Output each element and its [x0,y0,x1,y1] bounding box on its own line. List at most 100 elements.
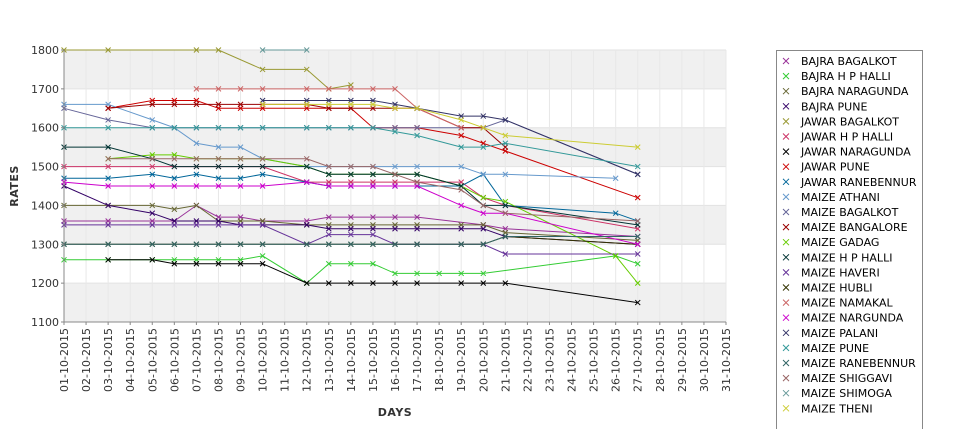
data-point [325,183,332,189]
y-axis-label: RATES [8,165,21,207]
data-point [171,183,178,189]
data-point [458,202,465,209]
data-point [193,140,200,147]
data-point [325,231,332,238]
x-tick-label: 09-10-2015 [235,328,248,392]
data-point [105,183,111,189]
data-point [634,218,641,224]
x-tick-label: 02-10-2015 [80,328,93,392]
data-point [149,202,156,209]
data-point [348,260,354,267]
x-tick-label: 01-10-2015 [58,328,71,392]
x-tick-label: 24-10-2015 [566,328,579,392]
legend-item: MAIZE RANEBENNUR [782,357,916,370]
data-point [348,241,354,248]
data-point [634,194,641,201]
data-point [193,183,200,189]
legend-marker [782,178,790,186]
data-point [348,280,354,286]
legend-marker [782,329,790,337]
data-point [392,183,398,189]
data-point [370,86,376,92]
data-point [171,260,178,267]
x-axis-ticks: 01-10-2015 02-10-2015 03-10-2015 04-10-2015… [58,322,733,392]
legend-marker [782,253,790,261]
data-point [502,171,509,178]
data-point [237,144,244,150]
y-tick-label: 1800 [31,44,59,57]
data-point [259,86,266,92]
data-point [502,233,509,240]
data-point [215,47,222,53]
data-point [215,124,222,131]
data-point [193,47,200,53]
x-tick-label: 19-10-2015 [455,328,468,392]
data-point [237,175,244,182]
data-point [303,66,310,73]
data-point [348,101,354,108]
data-point [237,163,244,170]
x-tick-label: 25-10-2015 [588,328,601,392]
data-point [105,202,111,209]
data-point [259,260,266,267]
legend-item: MAIZE PUNE [782,342,869,355]
legend-label: BAJRA PUNE [801,100,867,113]
data-point [325,124,332,131]
data-point [414,270,420,277]
data-point [105,222,111,228]
data-point [414,241,420,248]
x-tick-label: 15-10-2015 [367,328,380,392]
data-point [215,241,222,248]
data-point [414,179,420,185]
legend-label: JAWAR H P HALLI [800,131,893,144]
data-point [171,206,178,213]
data-point [193,101,200,108]
data-point [171,124,178,131]
data-point [303,47,310,53]
data-point [149,183,156,189]
legend-label: MAIZE H P HALLI [801,251,892,264]
legend-marker [782,87,790,95]
y-tick-label: 1200 [31,277,59,290]
data-point [370,225,376,232]
legend-marker [782,344,790,352]
legend-marker [782,57,790,65]
x-tick-label: 21-10-2015 [499,328,512,392]
data-point [215,175,222,182]
data-point [105,155,111,162]
legend-item: JAWAR PUNE [782,161,870,174]
data-point [259,101,266,108]
data-point [149,117,156,123]
legend-label: MAIZE BANGALORE [801,221,908,234]
data-point [458,225,465,232]
data-point [458,163,465,170]
data-point [348,124,354,131]
data-point [370,241,376,248]
legend-marker [782,404,790,412]
data-point [480,113,487,119]
data-point [414,132,420,139]
legend-label: MAIZE SHIGGAVI [801,372,892,385]
y-tick-label: 1300 [31,238,59,251]
legend-label: JAWAR PUNE [800,161,870,174]
x-tick-label: 16-10-2015 [389,328,402,392]
legend-item: MAIZE NARGUNDA [782,312,904,325]
data-point [193,163,200,170]
data-point [303,124,310,131]
data-point [392,241,398,248]
data-point [171,155,178,162]
data-point [303,222,310,228]
data-point [215,183,222,189]
legend-item: MAIZE HUBLI [782,282,872,295]
data-point [215,155,222,162]
data-point [370,260,376,267]
data-point [370,214,376,220]
legend-label: MAIZE PUNE [801,342,869,355]
data-point [105,241,111,248]
x-tick-label: 04-10-2015 [124,328,137,392]
legend-label: JAWAR NARAGUNDA [800,146,911,159]
data-point [370,171,376,178]
data-point [502,251,509,257]
data-point [325,101,332,108]
